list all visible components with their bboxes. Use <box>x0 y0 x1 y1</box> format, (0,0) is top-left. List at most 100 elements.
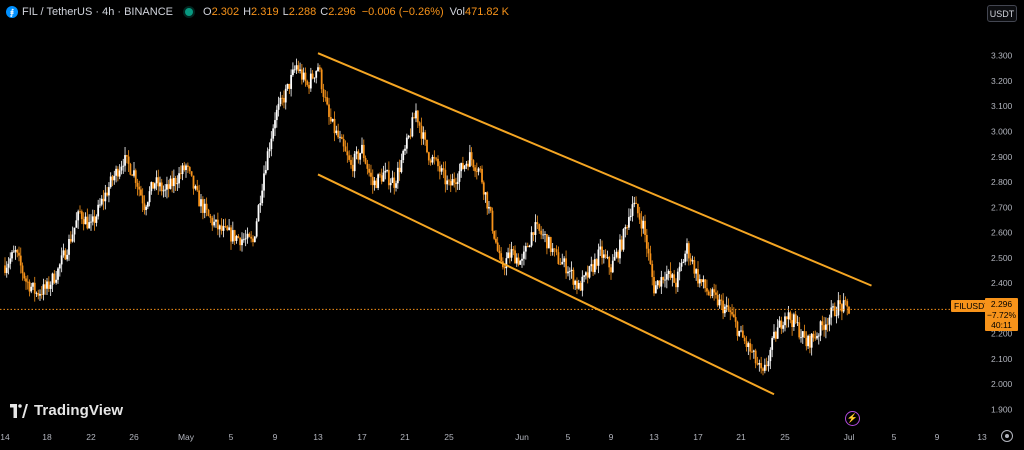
candle-body <box>124 155 126 166</box>
candle-body <box>715 292 717 295</box>
candle-body <box>12 251 15 253</box>
chart-header: ⨎ FIL / TetherUS · 4h · BINANCE O2.302 H… <box>0 0 980 24</box>
candle-body <box>228 227 231 231</box>
candle-body <box>244 238 247 240</box>
candle-body <box>420 125 423 139</box>
candle-body <box>328 104 330 117</box>
symbol-price-tag: FILUSDT <box>951 300 993 312</box>
x-tick-label: 25 <box>444 432 454 442</box>
x-tick-label: 26 <box>129 432 139 442</box>
x-tick-label: 17 <box>357 432 367 442</box>
candle-body <box>765 364 768 367</box>
candle-body <box>242 239 245 241</box>
candle-body <box>266 151 269 171</box>
candle-body <box>389 182 392 186</box>
candle-body <box>299 69 301 71</box>
candle-body <box>774 331 777 339</box>
candle-body <box>64 250 67 260</box>
candle-body <box>201 199 204 213</box>
candle-body <box>579 282 582 291</box>
candle-body <box>355 151 358 154</box>
candle-body <box>524 246 527 252</box>
candle-body <box>44 284 47 289</box>
candle-body <box>361 144 363 154</box>
candle-body <box>481 168 483 183</box>
candle-body <box>362 144 365 159</box>
x-tick-label: 5 <box>229 432 234 442</box>
candle-body <box>169 178 172 189</box>
lightning-icon[interactable]: ⚡ <box>845 411 860 426</box>
candle-body <box>741 330 744 338</box>
tradingview-logo[interactable]: TradingView <box>8 402 123 419</box>
candle-body <box>570 269 573 272</box>
candle-body <box>819 321 822 336</box>
candle-body <box>444 169 447 185</box>
candle-body <box>164 189 167 191</box>
candle-body <box>416 110 419 123</box>
candle-body <box>743 337 746 342</box>
candle-body <box>713 289 716 293</box>
candle-body <box>174 177 177 184</box>
candle-body <box>635 202 637 204</box>
candle-body <box>706 288 708 292</box>
candle-body <box>844 300 847 302</box>
candle-body <box>84 216 87 225</box>
candle-body <box>664 279 666 281</box>
candle-body <box>760 363 763 369</box>
symbol-title[interactable]: FIL / TetherUS · 4h · BINANCE <box>22 6 173 18</box>
candle-body <box>821 321 824 326</box>
candle-body <box>731 312 733 315</box>
currency-button[interactable]: USDT <box>987 5 1017 22</box>
candle-body <box>140 189 142 196</box>
candle-body <box>782 325 785 329</box>
y-tick-label: 3.100 <box>991 101 1013 111</box>
candle-body <box>283 97 285 103</box>
candle-body <box>422 132 425 139</box>
candle-body <box>642 220 645 229</box>
candle-body <box>826 324 829 326</box>
candle-body <box>297 65 300 71</box>
candle-body <box>711 289 714 296</box>
candle-body <box>322 89 325 97</box>
candle-body <box>146 202 149 207</box>
candle-body <box>631 204 634 216</box>
candle-body <box>230 227 232 242</box>
candle-body <box>284 88 287 103</box>
candle-body <box>203 203 206 213</box>
candle-body <box>763 364 766 371</box>
candle-body <box>647 248 650 254</box>
candle-body <box>557 252 560 264</box>
candle-body <box>807 335 810 347</box>
candle-body <box>758 363 761 365</box>
x-tick-label: 13 <box>649 432 659 442</box>
candle-body <box>723 306 726 314</box>
candle-body <box>568 271 571 272</box>
candle-body <box>745 341 748 347</box>
candle-body <box>622 229 625 250</box>
candle-body <box>514 250 516 264</box>
x-tick-label: Jun <box>515 432 529 442</box>
candle-body <box>33 282 36 294</box>
candle-body <box>215 219 217 222</box>
y-tick-label: 2.000 <box>991 379 1013 389</box>
candle-body <box>833 306 836 316</box>
candle-body <box>693 260 696 274</box>
candle-body <box>572 269 575 285</box>
candle-body <box>366 163 369 169</box>
candle-body <box>528 245 531 248</box>
candle-body <box>628 217 630 228</box>
tradingview-logo-icon <box>10 403 28 418</box>
candle-body <box>18 252 20 256</box>
candle-body <box>842 300 845 312</box>
x-tick-label: 9 <box>609 432 614 442</box>
y-tick-label: 2.600 <box>991 228 1013 238</box>
candle-body <box>785 316 788 320</box>
candle-body <box>272 128 275 139</box>
candle-body <box>540 230 543 235</box>
settings-gear-icon[interactable] <box>1001 430 1013 442</box>
candle-body <box>776 327 779 339</box>
candle-body <box>253 236 256 242</box>
candle-body <box>80 211 83 220</box>
y-tick-label: 2.900 <box>991 152 1013 162</box>
